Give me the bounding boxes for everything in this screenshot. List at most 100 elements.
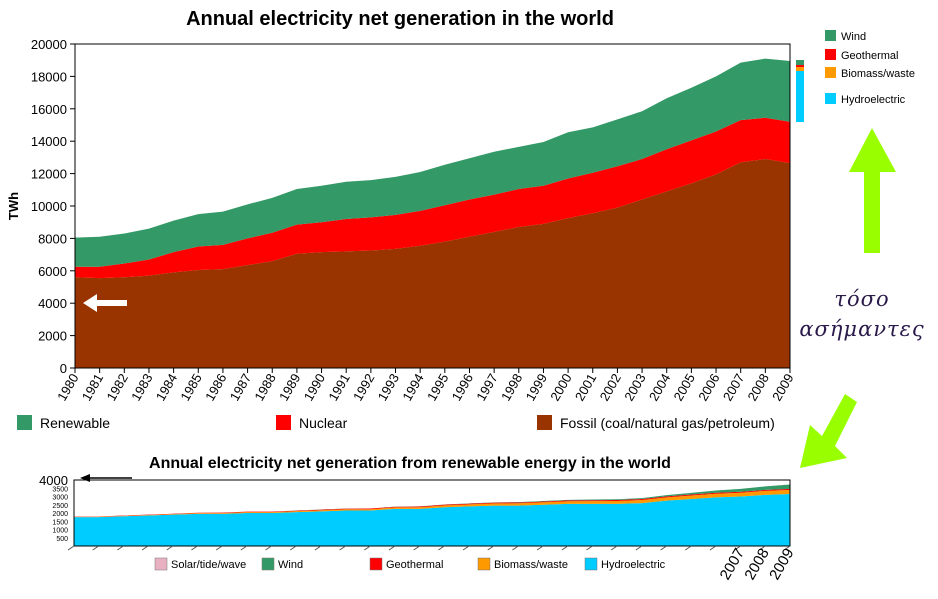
renewable-x-tick: [215, 545, 223, 551]
renewable-x-tick: [191, 545, 198, 551]
renewable-x-tick: [610, 545, 618, 551]
renewable-x-tick: [512, 545, 519, 551]
x-tick-label: 1994: [399, 371, 426, 404]
renewable-legend-swatch-solar-tide-wave: [154, 557, 168, 571]
renewable-x-tick: [166, 545, 174, 551]
x-tick-label: 2005: [671, 371, 698, 404]
y-tick-label: 2000: [38, 329, 67, 344]
y-tick-label: 6000: [38, 264, 67, 279]
renewable-x-tick: [117, 545, 124, 551]
legend-label-nuclear: Nuclear: [299, 415, 348, 431]
x-tick-label: 1995: [424, 371, 451, 404]
renewable-x-tick-label: 2009: [766, 546, 797, 583]
renewable-legend-swatch-biomass-waste: [477, 557, 491, 571]
x-tick-label: 2001: [572, 371, 599, 404]
renewable-y-tick-label: 1500: [52, 519, 68, 526]
pointer-arrow-icon: [80, 474, 90, 482]
side-legend-label-biomass-waste: Biomass/waste: [841, 68, 915, 80]
renewable-y-tick-label: 4000: [39, 473, 68, 488]
renewable-x-tick: [265, 545, 272, 551]
x-tick-label: 1988: [251, 371, 278, 404]
x-tick-label: 1989: [276, 371, 303, 404]
renewable-y-tick-label: 3500: [52, 486, 68, 493]
side-bar-hydroelectric: [796, 71, 804, 122]
renewable-x-tick-label: 2007: [717, 546, 748, 583]
renewable-x-tick: [67, 545, 75, 551]
legend-swatch-fossil-coal-natural-gas-petroleum: [537, 415, 552, 430]
series-area-nuclear: [75, 117, 790, 279]
x-tick-label: 1997: [473, 371, 500, 404]
renewable-x-tick: [413, 545, 420, 551]
renewable-y-tick-label: 2500: [52, 503, 68, 510]
renewable-y-tick-label: 1000: [52, 528, 68, 535]
x-tick-label: 2007: [720, 371, 747, 404]
renewable-x-tick: [363, 545, 371, 551]
renewable-x-tick: [783, 545, 791, 551]
series-area-fossil-coal-natural-gas-petroleum: [75, 159, 790, 368]
renewable-x-tick-label: 2008: [741, 546, 772, 583]
renewable-legend-swatch-geothermal: [369, 557, 383, 571]
renewable-x-tick: [635, 545, 643, 551]
x-tick-label: 1992: [350, 371, 377, 404]
side-legend-swatch-biomass-waste: [825, 67, 836, 78]
side-legend-label-hydroelectric: Hydroelectric: [841, 94, 906, 106]
left-arrow-icon: [83, 294, 127, 312]
renewable-x-tick: [586, 545, 593, 551]
x-tick-label: 1987: [227, 371, 254, 404]
x-tick-label: 1980: [54, 371, 81, 404]
legend-label-renewable: Renewable: [40, 415, 110, 431]
x-tick-label: 1993: [375, 371, 402, 404]
x-tick-label: 2008: [744, 371, 771, 404]
renewable-legend-swatch-wind: [261, 557, 275, 571]
renewable-x-tick: [709, 545, 717, 551]
x-tick-label: 1981: [79, 371, 106, 404]
x-tick-label: 2006: [695, 371, 722, 404]
y-tick-label: 18000: [31, 69, 67, 84]
annotation-line-2: ασήμαντες: [799, 317, 925, 341]
legend-label-fossil-coal-natural-gas-petroleum: Fossil (coal/natural gas/petroleum): [560, 415, 775, 431]
chart-title: Annual electricity net generation in the…: [186, 8, 614, 30]
legend-swatch-renewable: [17, 415, 32, 430]
renewable-legend-label-wind: Wind: [278, 559, 303, 571]
renewable-x-tick: [759, 545, 766, 551]
chart-title-renewable: Annual electricity net generation from r…: [149, 455, 671, 472]
renewable-x-tick: [438, 545, 445, 551]
renewable-x-tick: [462, 545, 470, 551]
x-tick-label: 1985: [177, 371, 204, 404]
renewable-plot-frame: [73, 479, 791, 547]
y-tick-label: 12000: [31, 167, 67, 182]
renewable-x-tick: [314, 545, 322, 551]
renewable-y-tick-label: 3000: [52, 495, 68, 502]
renewable-x-tick: [684, 545, 692, 551]
renewable-x-tick: [92, 545, 99, 551]
y-tick-label: 10000: [31, 199, 67, 214]
side-legend-label-wind: Wind: [841, 31, 866, 43]
x-tick-label: 2000: [547, 371, 574, 404]
renewable-legend-label-solar-tide-wave: Solar/tide/wave: [171, 559, 246, 571]
y-tick-label: 0: [60, 361, 67, 376]
y-tick-label: 20000: [31, 37, 67, 52]
down-left-arrow-icon: [800, 394, 857, 468]
x-tick-label: 1991: [325, 371, 352, 404]
y-tick-label: 4000: [38, 296, 67, 311]
x-tick-label: 1982: [103, 371, 130, 404]
renewable-x-tick: [141, 545, 149, 551]
renewable-x-tick: [734, 545, 741, 551]
up-arrow-icon: [849, 128, 896, 253]
side-bar-geothermal: [796, 65, 804, 67]
renewable-y-tick-label: 500: [56, 536, 68, 543]
renewable-y-tick-label: 2000: [52, 511, 68, 518]
renewable-x-tick: [660, 545, 667, 551]
side-legend-label-geothermal: Geothermal: [841, 50, 898, 62]
x-tick-label: 1998: [498, 371, 525, 404]
x-tick-label: 1999: [523, 371, 550, 404]
annotation-line-1: τόσο: [834, 287, 890, 311]
renewable-legend-label-hydroelectric: Hydroelectric: [601, 559, 666, 571]
renewable-x-tick: [487, 545, 495, 551]
side-bar-wind: [796, 60, 804, 65]
x-tick-label: 1990: [301, 371, 328, 404]
renewable-legend-swatch-hydroelectric: [584, 557, 598, 571]
annotation-text: τόσο ασήμαντες: [786, 284, 938, 344]
x-tick-label: 2002: [597, 371, 624, 404]
